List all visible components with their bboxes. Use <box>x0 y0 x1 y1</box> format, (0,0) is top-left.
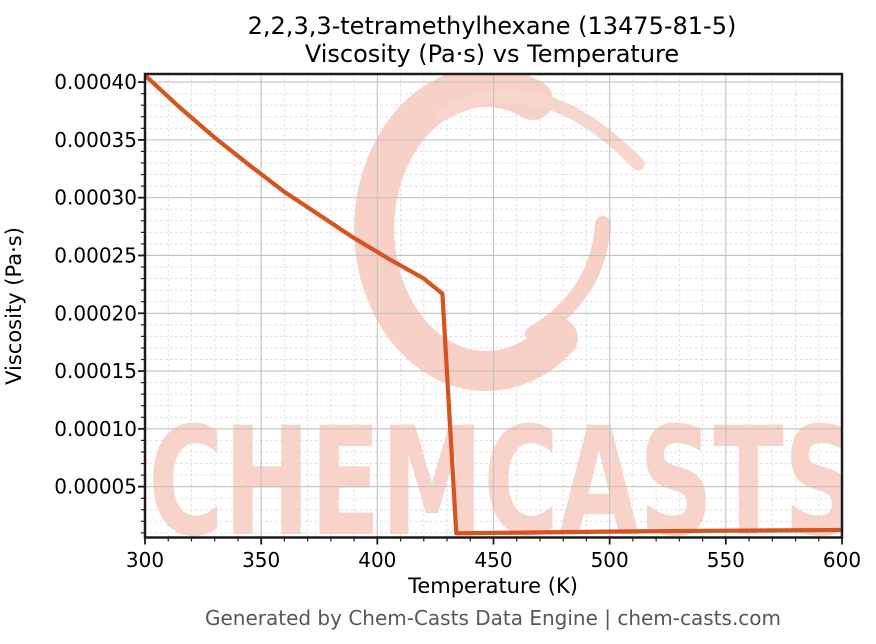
y-axis-label: Viscosity (Pa·s) <box>2 227 26 385</box>
x-tick-label: 600 <box>823 548 861 572</box>
y-tick-label: 0.00040 <box>54 70 137 94</box>
y-tick-label: 0.00030 <box>54 186 137 210</box>
chart-title-line1: 2,2,3,3-tetramethylhexane (13475-81-5) <box>248 12 737 40</box>
y-tick-label: 0.00015 <box>54 359 137 383</box>
x-tick-label: 550 <box>707 548 745 572</box>
y-tick-label: 0.00010 <box>54 417 137 441</box>
x-tick-label: 450 <box>474 548 512 572</box>
x-tick-label: 500 <box>591 548 629 572</box>
chart-title-line2: Viscosity (Pa·s) vs Temperature <box>305 40 679 68</box>
axis-tick-labels: 300 350 400 450 500 550 600 0.00005 0.00010 0.000… <box>54 70 861 572</box>
axis-ticks <box>138 81 843 545</box>
y-tick-label: 0.00005 <box>54 475 137 499</box>
x-tick-label: 350 <box>242 548 280 572</box>
footer-attribution: Generated by Chem-Casts Data Engine | ch… <box>205 606 781 630</box>
x-axis-label: Temperature (K) <box>407 574 578 598</box>
y-tick-label: 0.00020 <box>54 301 137 325</box>
x-tick-label: 400 <box>358 548 396 572</box>
y-tick-label: 0.00035 <box>54 128 137 152</box>
y-tick-label: 0.00025 <box>54 243 137 267</box>
series-group <box>145 74 842 536</box>
viscosity-line <box>145 74 842 536</box>
x-tick-label: 300 <box>126 548 164 572</box>
